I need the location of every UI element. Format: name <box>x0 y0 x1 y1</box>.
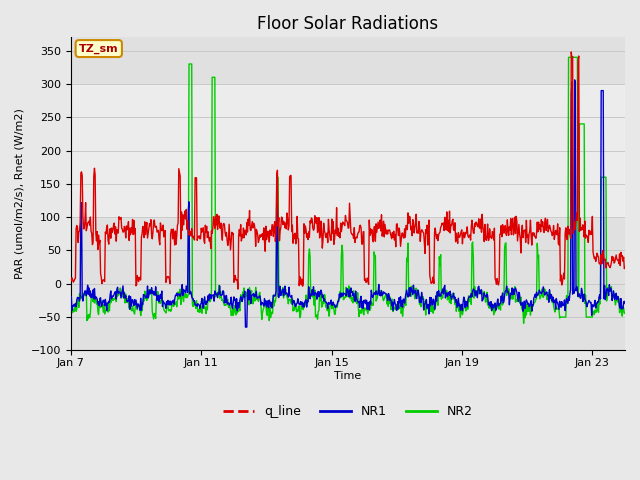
X-axis label: Time: Time <box>334 371 362 381</box>
Legend: q_line, NR1, NR2: q_line, NR1, NR2 <box>218 400 478 423</box>
Text: TZ_sm: TZ_sm <box>79 43 118 54</box>
Y-axis label: PAR (umol/m2/s), Rnet (W/m2): PAR (umol/m2/s), Rnet (W/m2) <box>15 108 25 279</box>
Bar <box>70 84 625 217</box>
Title: Floor Solar Radiations: Floor Solar Radiations <box>257 15 438 33</box>
